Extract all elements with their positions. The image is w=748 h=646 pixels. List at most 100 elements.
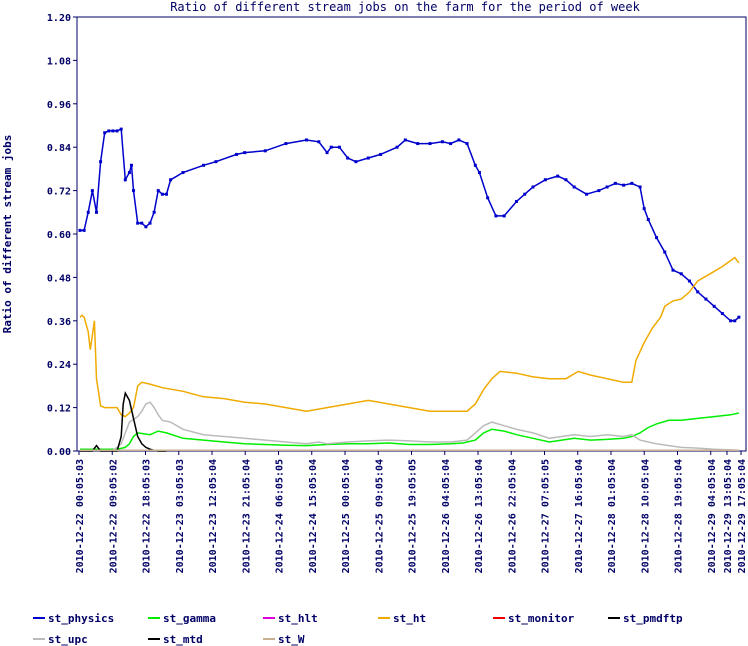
data-point (630, 181, 634, 185)
data-point (304, 138, 308, 142)
data-point (354, 160, 358, 164)
data-point (140, 221, 144, 225)
x-axis: 2010-12-22 00:05:03 2010-12-22 09:05:02 20… (75, 451, 748, 573)
data-point (655, 236, 659, 240)
data-point (543, 178, 547, 182)
data-point (82, 228, 86, 232)
data-point (585, 192, 589, 196)
data-point (486, 196, 490, 200)
data-point (127, 171, 131, 175)
x-tick-label: 2010-12-22 18:05:03 (142, 459, 153, 573)
data-point (638, 185, 642, 189)
data-point (696, 290, 700, 294)
data-point (144, 225, 148, 229)
data-point (733, 319, 737, 323)
series-layer (78, 127, 741, 452)
data-point (494, 214, 498, 218)
data-point (366, 156, 370, 160)
data-point (346, 156, 350, 160)
y-axis: 0.00 0.12 0.24 0.36 0.48 0.60 0.72 0.84 0.96 1.08… (47, 13, 77, 458)
data-point (613, 181, 617, 185)
data-point (90, 189, 94, 193)
y-tick-label: 0.96 (47, 100, 71, 111)
data-point (329, 145, 333, 149)
series-line-st-gamma (80, 412, 740, 450)
data-point (148, 221, 152, 225)
data-point (103, 131, 107, 135)
data-point (642, 207, 646, 211)
x-tick-label: 2010-12-28 01:05:04 (607, 459, 618, 573)
data-point (597, 189, 601, 193)
x-tick-label: 2010-12-26 13:05:04 (474, 459, 485, 573)
legend-label: st_ht (393, 612, 426, 625)
x-tick-label: 2010-12-22 00:05:03 (75, 459, 86, 573)
data-point (111, 129, 115, 133)
data-point (704, 297, 708, 301)
chart-title: Ratio of different stream jobs on the fa… (170, 0, 640, 14)
x-tick-label: 2010-12-22 09:05:02 (108, 459, 119, 573)
x-tick-label: 2010-12-29 13:05:04 (723, 459, 734, 573)
data-point (395, 145, 399, 149)
data-point (416, 142, 420, 146)
data-point (440, 140, 444, 144)
data-point (564, 178, 568, 182)
data-point (737, 315, 741, 319)
data-point (531, 185, 535, 189)
y-tick-label: 0.72 (47, 187, 71, 198)
x-tick-label: 2010-12-29 17:05:04 (737, 459, 748, 573)
data-point (136, 221, 140, 225)
x-tick-label: 2010-12-24 15:05:04 (308, 459, 319, 573)
data-point (605, 185, 609, 189)
legend: st_physics st_gamma st_hlt st_ht st_monitor s… (33, 612, 683, 646)
data-point (325, 151, 329, 155)
data-point (712, 304, 716, 308)
data-point (99, 160, 103, 164)
series-line-st-ht (79, 256, 740, 418)
data-point (473, 163, 477, 167)
x-tick-label: 2010-12-25 00:05:04 (341, 459, 352, 573)
data-point (132, 189, 136, 193)
data-point (679, 272, 683, 276)
data-point (164, 192, 168, 196)
x-tick-label: 2010-12-27 16:05:04 (574, 459, 585, 573)
legend-label: st_hlt (278, 612, 318, 625)
x-tick-label: 2010-12-28 10:05:04 (640, 459, 651, 573)
data-point (107, 129, 111, 133)
legend-label: st_gamma (163, 612, 216, 625)
data-point (169, 178, 173, 182)
x-tick-label: 2010-12-28 19:05:04 (674, 459, 685, 573)
data-point (263, 149, 267, 153)
data-point (403, 138, 407, 142)
data-point (78, 228, 82, 232)
data-point (720, 312, 724, 316)
legend-label: st_pmdftp (623, 612, 683, 625)
x-tick-label: 2010-12-23 03:05:03 (175, 459, 186, 573)
data-point (337, 145, 341, 149)
y-tick-label: 0.36 (47, 317, 71, 328)
x-tick-label: 2010-12-29 04:05:04 (707, 459, 718, 573)
data-point (123, 178, 127, 182)
x-tick-label: 2010-12-26 22:05:04 (507, 459, 518, 573)
y-tick-label: 1.20 (47, 13, 71, 24)
plot-area (76, 16, 747, 452)
data-point (152, 210, 156, 214)
legend-label: st_upc (48, 633, 88, 646)
data-point (465, 142, 469, 146)
x-tick-label: 2010-12-23 21:05:04 (241, 459, 252, 573)
data-point (284, 142, 288, 146)
y-tick-label: 0.48 (47, 273, 71, 284)
data-point (502, 214, 506, 218)
x-tick-label: 2010-12-27 07:05:05 (541, 459, 552, 573)
data-point (181, 171, 185, 175)
data-point (94, 210, 98, 214)
data-point (523, 192, 527, 196)
data-point (243, 151, 247, 155)
legend-label: st_monitor (508, 612, 575, 625)
x-tick-label: 2010-12-26 04:05:04 (441, 459, 452, 573)
data-point (572, 185, 576, 189)
data-point (477, 171, 481, 175)
x-tick-label: 2010-12-24 06:05:05 (275, 459, 286, 573)
data-point (556, 174, 560, 178)
data-point (646, 218, 650, 222)
